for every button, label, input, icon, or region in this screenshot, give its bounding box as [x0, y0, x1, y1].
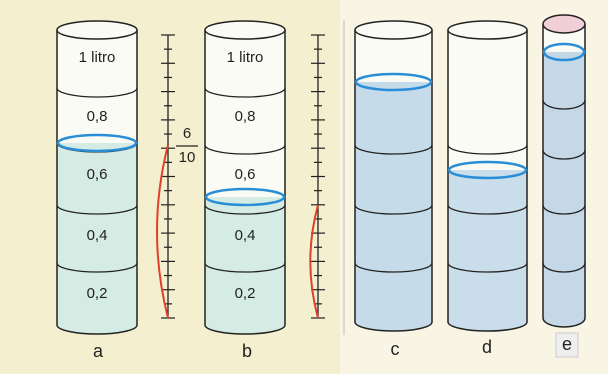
fraction-denominator: 10: [179, 149, 196, 166]
section-label: 1 litro: [227, 49, 264, 66]
section-label: 0,4: [87, 227, 108, 244]
cylinder-top: [205, 21, 285, 39]
fraction-numerator: 6: [183, 125, 191, 142]
water: [355, 82, 432, 331]
section-label: 0,2: [87, 285, 108, 302]
cylinder-label: a: [93, 341, 104, 361]
section-label: 0,6: [87, 166, 108, 183]
section-label: 0,4: [235, 227, 256, 244]
cylinder-label: e: [562, 334, 572, 354]
cylinder-top: [355, 21, 432, 39]
section-label: 0,2: [235, 285, 256, 302]
cylinder-label: b: [242, 341, 252, 361]
cylinder-top: [448, 21, 527, 39]
section-label: 0,6: [235, 166, 256, 183]
illustration: 6 10 1 litro 0,8 0,6 0,4 0,2 a 1 litro 0,8 0,6 0,…: [0, 0, 608, 374]
cylinder-label: d: [482, 337, 492, 357]
water: [448, 170, 527, 331]
water: [205, 197, 285, 334]
cylinder-top: [543, 15, 585, 33]
section-label: 0,8: [235, 108, 256, 125]
section-label: 1 litro: [79, 49, 116, 66]
section-label: 0,8: [87, 108, 108, 125]
water: [543, 52, 585, 327]
cylinder-label: c: [391, 339, 400, 359]
cylinder-top: [57, 21, 137, 39]
